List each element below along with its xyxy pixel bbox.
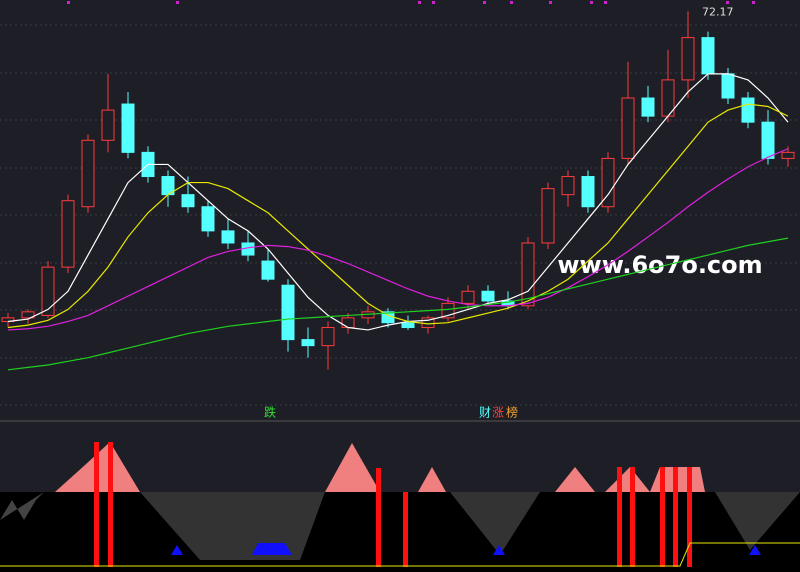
marker: 涨 xyxy=(492,405,504,420)
candle-body xyxy=(41,266,55,316)
candle-body xyxy=(101,109,115,141)
candle-body xyxy=(461,290,475,304)
candle-body xyxy=(481,290,495,302)
candle-body xyxy=(321,327,335,347)
candle-body xyxy=(521,242,535,307)
candle-body xyxy=(641,97,655,117)
candle-body xyxy=(561,176,575,196)
candle-body xyxy=(701,37,715,75)
candle-body xyxy=(81,139,95,208)
candle-body xyxy=(261,260,275,280)
candle-body xyxy=(341,317,355,329)
moving-average xyxy=(7,148,789,331)
indicator-panel xyxy=(0,442,800,572)
moving-average xyxy=(7,73,789,331)
grid xyxy=(0,24,800,406)
candle-body xyxy=(221,230,235,244)
candle-body xyxy=(61,200,75,268)
marker: 跌 xyxy=(264,405,276,420)
candle-body xyxy=(741,97,755,123)
candle-body xyxy=(781,151,795,159)
candle-body xyxy=(621,97,635,159)
candle-body xyxy=(581,176,595,208)
moving-average xyxy=(7,103,789,329)
candle-body xyxy=(281,284,295,341)
candle-body xyxy=(681,37,695,81)
candle-body xyxy=(541,188,555,244)
candle-body xyxy=(181,194,195,208)
top-dots xyxy=(67,1,755,4)
high-label: 72.17 xyxy=(702,5,734,18)
candle-body xyxy=(21,311,35,319)
candle-body xyxy=(601,157,615,208)
marker: 财 xyxy=(479,406,491,420)
candle-body xyxy=(301,339,315,347)
marker: 榜 xyxy=(506,405,518,420)
watermark: www.6o7o.com xyxy=(557,251,762,279)
candle-body xyxy=(401,322,415,329)
candle-body xyxy=(721,73,735,99)
candle-body xyxy=(121,103,135,153)
candle-body xyxy=(761,121,775,159)
candle-body xyxy=(201,206,215,232)
moving-average xyxy=(7,237,789,371)
